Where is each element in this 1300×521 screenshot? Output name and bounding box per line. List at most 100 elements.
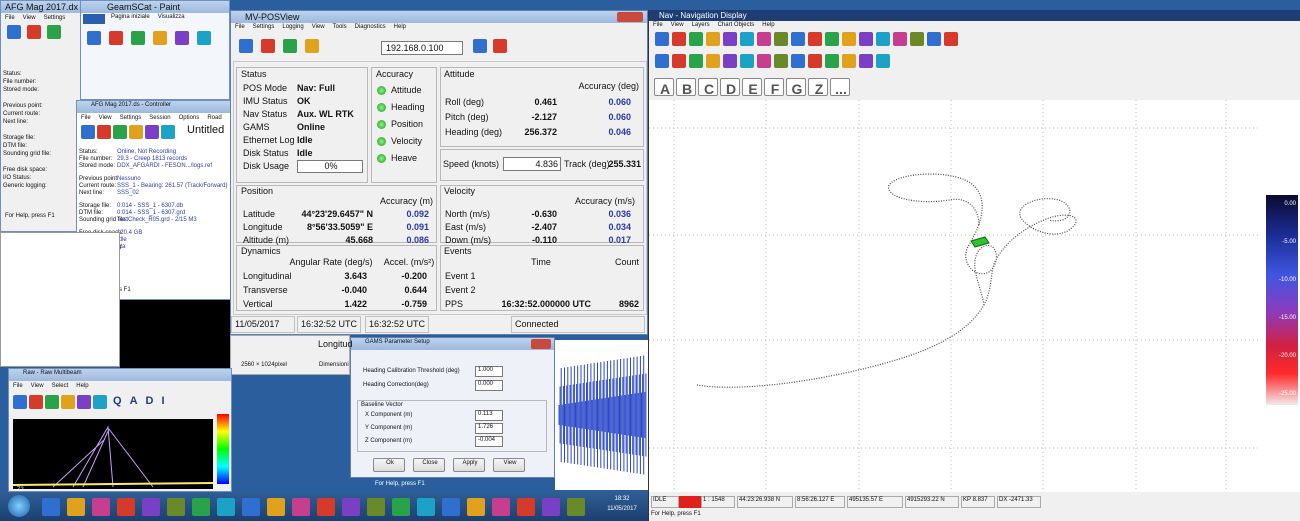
layer-button[interactable]: B [676, 78, 696, 96]
toolbar-icon[interactable] [305, 39, 319, 53]
taskbar-icon[interactable] [567, 498, 585, 516]
toolbar-icon[interactable] [87, 31, 101, 45]
menu-item[interactable]: Layers [691, 22, 710, 28]
taskbar-icon[interactable] [142, 498, 160, 516]
toolbar-icon[interactable] [27, 25, 41, 39]
toolbar-icon[interactable] [825, 32, 839, 46]
toolbar-icon[interactable] [7, 25, 21, 39]
taskbar-icon[interactable] [192, 498, 210, 516]
menu-item[interactable]: View [30, 383, 44, 389]
menu-item[interactable]: Tools [332, 24, 347, 30]
taskbar-icon[interactable] [417, 498, 435, 516]
input[interactable]: 1.000 [475, 366, 503, 377]
menu-item[interactable]: Help [76, 383, 89, 389]
layer-button[interactable]: A [654, 78, 674, 96]
menu-item[interactable]: Help [762, 22, 775, 28]
menu-item[interactable]: File [235, 24, 245, 30]
toolbar-icon[interactable] [672, 32, 686, 46]
close-button[interactable] [531, 339, 551, 349]
toolbar-icon[interactable] [77, 395, 91, 409]
input[interactable]: -0.004 [475, 436, 503, 447]
toolbar-icon[interactable] [239, 39, 253, 53]
toolbar-icon[interactable] [93, 395, 107, 409]
tool-button[interactable]: Q [113, 395, 122, 407]
taskbar-icon[interactable] [467, 498, 485, 516]
toolbar-icon[interactable] [791, 54, 805, 68]
toolbar-icon[interactable] [706, 32, 720, 46]
menu-item[interactable]: View [670, 22, 684, 28]
toolbar-icon[interactable] [145, 125, 159, 139]
input[interactable]: 0.113 [475, 410, 503, 421]
toolbar-icon[interactable] [655, 54, 669, 68]
button[interactable]: View [493, 458, 525, 472]
toolbar-icon[interactable] [161, 125, 175, 139]
taskbar-icon[interactable] [42, 498, 60, 516]
layer-button[interactable]: E [742, 78, 762, 96]
menu-item[interactable]: Diagnostics [354, 24, 386, 30]
layer-button[interactable]: F [764, 78, 784, 96]
taskbar-icon[interactable] [267, 498, 285, 516]
layer-button[interactable]: G [786, 78, 806, 96]
button[interactable]: Ok [373, 458, 405, 472]
layer-button[interactable]: Z [808, 78, 828, 96]
tool-button[interactable]: D [145, 395, 154, 407]
toolbar-icon[interactable] [723, 54, 737, 68]
toolbar-icon[interactable] [910, 32, 924, 46]
toolbar-icon[interactable] [689, 54, 703, 68]
toolbar-icon[interactable] [808, 54, 822, 68]
button[interactable]: Apply [453, 458, 485, 472]
menu-item[interactable]: Chart Objects [717, 22, 755, 28]
toolbar-icon[interactable] [153, 31, 167, 45]
menu-item[interactable]: Settings [119, 115, 142, 121]
toolbar-icon[interactable] [757, 32, 771, 46]
menu-item[interactable]: Help [393, 24, 406, 30]
taskbar-icon[interactable] [517, 498, 535, 516]
toolbar-icon[interactable] [893, 32, 907, 46]
taskbar-icon[interactable] [292, 498, 310, 516]
taskbar-icon[interactable] [367, 498, 385, 516]
start-button[interactable] [8, 495, 30, 517]
toolbar-icon[interactable] [825, 54, 839, 68]
toolbar-icon[interactable] [876, 54, 890, 68]
toolbar-icon[interactable] [740, 32, 754, 46]
taskbar-icon[interactable] [317, 498, 335, 516]
toolbar-icon[interactable] [791, 32, 805, 46]
toolbar-icon[interactable] [175, 31, 189, 45]
layer-button[interactable]: ... [830, 78, 850, 96]
toolbar-icon[interactable] [131, 31, 145, 45]
input[interactable]: 1.726 [475, 423, 503, 434]
menu-item[interactable]: File [81, 115, 91, 121]
layer-button[interactable]: D [720, 78, 740, 96]
toolbar-icon[interactable] [808, 32, 822, 46]
menu-item[interactable]: File [13, 383, 23, 389]
toolbar-icon[interactable] [493, 39, 507, 53]
toolbar-icon[interactable] [45, 395, 59, 409]
close-button[interactable] [617, 12, 643, 22]
toolbar-icon[interactable] [113, 125, 127, 139]
toolbar-icon[interactable] [859, 54, 873, 68]
button[interactable]: Close [413, 458, 445, 472]
taskbar-icon[interactable] [167, 498, 185, 516]
taskbar-icon[interactable] [442, 498, 460, 516]
menu-item[interactable]: View [22, 15, 36, 21]
toolbar-icon[interactable] [927, 32, 941, 46]
toolbar-icon[interactable] [706, 54, 720, 68]
toolbar-icon[interactable] [842, 54, 856, 68]
ribbon-tab[interactable]: Visualizza [157, 14, 185, 20]
menu-item[interactable]: Road [207, 115, 222, 121]
toolbar-icon[interactable] [473, 39, 487, 53]
toolbar-icon[interactable] [723, 32, 737, 46]
toolbar-icon[interactable] [842, 32, 856, 46]
taskbar-icon[interactable] [217, 498, 235, 516]
toolbar-icon[interactable] [47, 25, 61, 39]
toolbar-icon[interactable] [129, 125, 143, 139]
menu-item[interactable]: Logging [282, 24, 304, 30]
toolbar-icon[interactable] [757, 54, 771, 68]
toolbar-icon[interactable] [61, 395, 75, 409]
taskbar-icon[interactable] [67, 498, 85, 516]
taskbar-icon[interactable] [392, 498, 410, 516]
menu-item[interactable]: Options [178, 115, 200, 121]
toolbar-icon[interactable] [13, 395, 27, 409]
taskbar-icon[interactable] [492, 498, 510, 516]
toolbar-icon[interactable] [197, 31, 211, 45]
